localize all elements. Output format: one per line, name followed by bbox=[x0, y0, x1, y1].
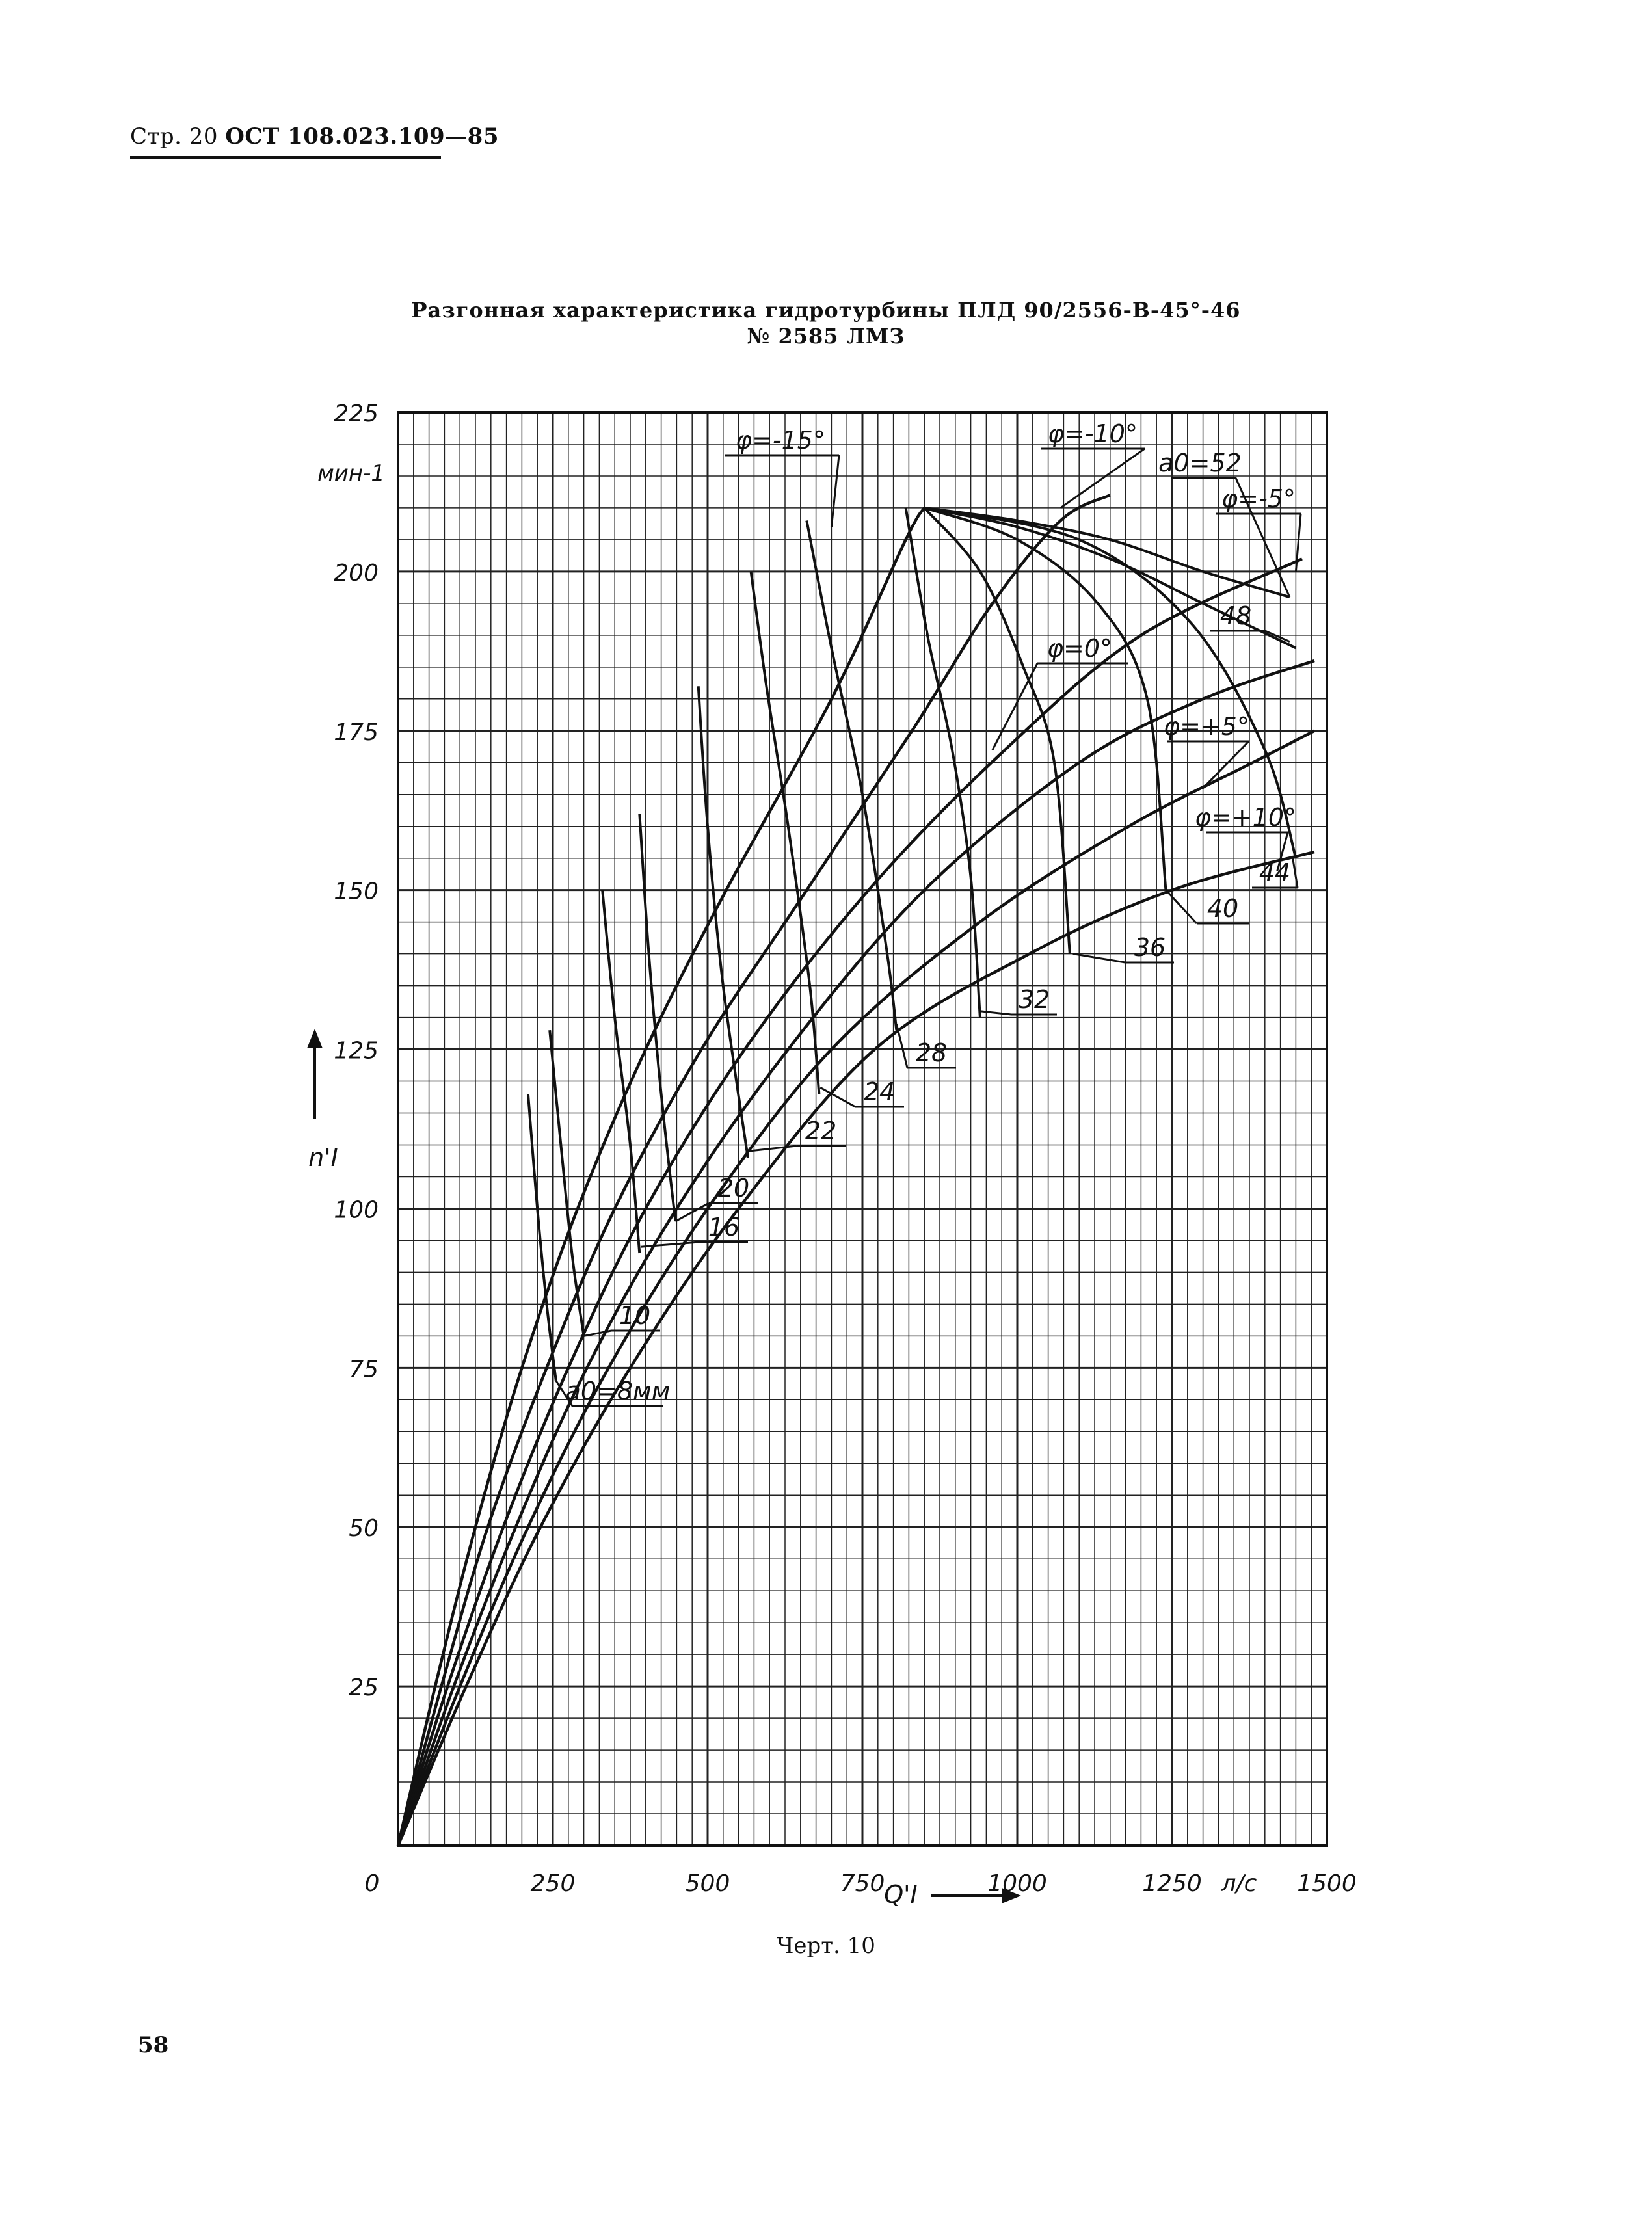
leader-line bbox=[991, 663, 1039, 750]
leader-line bbox=[1276, 832, 1289, 871]
leader-line bbox=[819, 1087, 856, 1108]
y-axis-arrowhead-icon bbox=[307, 1029, 323, 1048]
opening-curve bbox=[548, 1030, 585, 1336]
chart-title-line1: Разгонная характеристика гидротурбины ПЛ… bbox=[411, 298, 1241, 323]
opening-curve bbox=[638, 813, 677, 1222]
x-tick-label: 1500 bbox=[1297, 1870, 1357, 1897]
x-axis-arrowhead-icon bbox=[1002, 1888, 1021, 1903]
curve-label: 24 bbox=[864, 1078, 895, 1106]
leader-line bbox=[895, 1024, 909, 1068]
phi-curves bbox=[396, 494, 1316, 1846]
header-code: ОСТ 108.023.109—85 bbox=[225, 124, 499, 150]
header-prefix: Стр. 20 bbox=[130, 124, 218, 150]
leader-line bbox=[674, 1202, 710, 1223]
leader-line bbox=[830, 455, 840, 527]
leader-line bbox=[747, 1145, 797, 1152]
y-tick-label: 100 bbox=[334, 1197, 379, 1223]
curve-label: 44 bbox=[1259, 858, 1290, 887]
curve-label: 16 bbox=[708, 1213, 739, 1241]
x-axis-label: Q'I bbox=[884, 1880, 918, 1909]
leader-line bbox=[555, 1380, 574, 1407]
x-tick-label: 500 bbox=[686, 1870, 730, 1897]
curve-label: φ=+5° bbox=[1164, 712, 1249, 741]
leader-line bbox=[641, 1241, 700, 1248]
leader-line bbox=[1234, 477, 1291, 598]
curve-label: 28 bbox=[916, 1039, 947, 1067]
y-tick-label: 75 bbox=[349, 1356, 379, 1383]
phi-curve bbox=[396, 659, 1315, 1846]
curve-label: 20 bbox=[718, 1174, 749, 1202]
y-tick-label: 150 bbox=[334, 879, 379, 905]
phi-curve bbox=[396, 507, 926, 1846]
y-tick-label: 125 bbox=[334, 1038, 379, 1065]
opening-curve bbox=[805, 520, 898, 1031]
leader-line bbox=[1294, 513, 1302, 572]
y-axis-label: n'I bbox=[308, 1143, 338, 1172]
curve-label: a0=52 bbox=[1158, 449, 1242, 477]
curve-label: φ=-15° bbox=[736, 426, 825, 455]
curve-label: φ=+10° bbox=[1195, 803, 1296, 832]
x-unit-label: л/с bbox=[1221, 1870, 1257, 1897]
opening-curve bbox=[601, 890, 641, 1254]
tick-labels: 0 250 500 750 1000 1250 1500 25 50 75 100 125 150 175… bbox=[334, 401, 1357, 1897]
y-unit-label: мин-1 bbox=[317, 460, 385, 486]
plot-frame bbox=[397, 411, 1328, 1847]
header-rule bbox=[130, 156, 441, 159]
curve-label: 10 bbox=[619, 1301, 650, 1330]
chart-grid bbox=[397, 411, 1328, 1847]
curve-label: 36 bbox=[1134, 933, 1166, 962]
leader-line bbox=[979, 1010, 1012, 1016]
x-tick-label: 1000 bbox=[987, 1870, 1047, 1897]
curve-label: 40 bbox=[1207, 894, 1238, 923]
curve-label: a0=8мм bbox=[566, 1377, 671, 1405]
leader-line bbox=[1264, 630, 1290, 643]
y-tick-label: 225 bbox=[334, 401, 379, 427]
y-tick-label: 25 bbox=[349, 1675, 379, 1701]
y-tick-label: 175 bbox=[334, 719, 379, 746]
leader-line bbox=[583, 1329, 612, 1337]
opening-curve bbox=[924, 506, 1297, 650]
curve-labels: φ=-15° φ=-10° φ=-5° φ=0° φ=+5° φ=+10° a0=52 48 4… bbox=[555, 419, 1302, 1407]
opening-curve bbox=[904, 507, 981, 1018]
leader-line bbox=[1202, 740, 1250, 789]
curve-label: 32 bbox=[1019, 985, 1050, 1014]
opening-curve bbox=[924, 506, 1290, 599]
curve-label: 22 bbox=[805, 1117, 836, 1145]
curve-label: φ=-5° bbox=[1221, 484, 1296, 513]
leader-line bbox=[1165, 889, 1198, 925]
figure-caption: Черт. 10 bbox=[777, 1933, 875, 1959]
leader-line bbox=[1292, 858, 1299, 888]
opening-curve bbox=[924, 506, 1298, 859]
x-tick-label: 250 bbox=[531, 1870, 576, 1897]
opening-curve bbox=[924, 507, 1167, 890]
page-header: Стр. 20 ОСТ 108.023.109—85 bbox=[130, 124, 499, 150]
phi-curve bbox=[396, 494, 1111, 1846]
page-number: 58 bbox=[138, 2032, 169, 2058]
x-tick-label: 0 bbox=[365, 1870, 380, 1897]
phi-curve bbox=[396, 850, 1315, 1846]
opening-curve bbox=[697, 686, 749, 1158]
opening-curve bbox=[749, 571, 821, 1094]
leader-line bbox=[1072, 953, 1126, 964]
leader-line bbox=[1059, 447, 1145, 509]
axis-titles: мин-1 n'I Q'I л/с bbox=[307, 460, 1257, 1909]
opening-curves bbox=[526, 506, 1298, 1381]
chart-title-line2: № 2585 ЛМЗ bbox=[747, 324, 905, 349]
opening-curve bbox=[526, 1093, 557, 1381]
curve-label: 48 bbox=[1220, 602, 1251, 630]
phi-curve bbox=[396, 729, 1316, 1846]
curve-label: φ=-10° bbox=[1048, 419, 1138, 448]
x-tick-label: 750 bbox=[840, 1870, 885, 1897]
y-tick-label: 50 bbox=[349, 1515, 379, 1542]
y-tick-label: 200 bbox=[334, 560, 379, 587]
phi-curve bbox=[396, 557, 1303, 1846]
x-tick-label: 1250 bbox=[1142, 1870, 1202, 1897]
curve-label: φ=0° bbox=[1047, 634, 1112, 663]
